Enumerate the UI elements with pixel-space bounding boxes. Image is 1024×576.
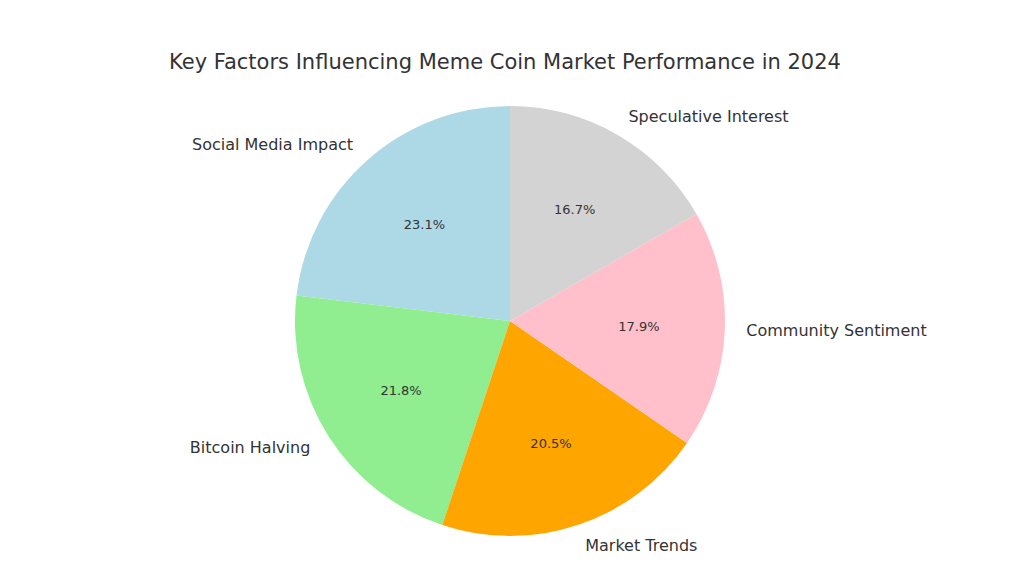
svg-text:Market Trends: Market Trends [585, 536, 697, 555]
svg-text:17.9%: 17.9% [618, 319, 659, 334]
svg-text:Speculative Interest: Speculative Interest [628, 107, 788, 126]
svg-text:16.7%: 16.7% [554, 202, 595, 217]
svg-text:20.5%: 20.5% [530, 436, 571, 451]
svg-text:Social Media Impact: Social Media Impact [192, 135, 353, 154]
svg-text:Community Sentiment: Community Sentiment [746, 321, 926, 340]
svg-text:21.8%: 21.8% [380, 383, 421, 398]
svg-text:Bitcoin Halving: Bitcoin Halving [190, 438, 310, 457]
html-text:Key Factors Influencing Meme C: Key Factors Influencing Meme Coin Market… [169, 50, 841, 74]
svg-text:23.1%: 23.1% [404, 217, 445, 232]
